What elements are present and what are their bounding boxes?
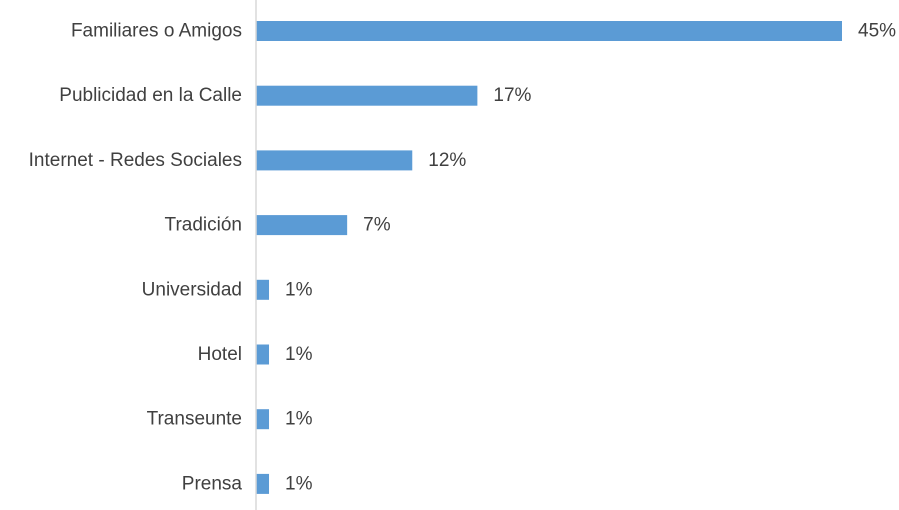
data-label: 12% bbox=[428, 150, 466, 171]
value-labels-group: 45% 17% 12% 7% 1% 1% 1% 1% bbox=[285, 21, 896, 495]
data-label: 1% bbox=[285, 279, 313, 300]
data-label: 7% bbox=[363, 215, 391, 236]
data-label: 1% bbox=[285, 473, 313, 494]
category-label: Publicidad en la Calle bbox=[59, 85, 242, 106]
bar bbox=[256, 473, 270, 494]
bars-group bbox=[256, 21, 842, 494]
bar bbox=[256, 85, 478, 106]
bar bbox=[256, 279, 270, 300]
category-labels-group: Familiares o Amigos Publicidad en la Call… bbox=[29, 21, 243, 495]
bar bbox=[256, 150, 413, 171]
category-label: Familiares o Amigos bbox=[71, 21, 242, 42]
category-label: Tradición bbox=[165, 215, 242, 236]
bar bbox=[256, 409, 270, 430]
data-label: 1% bbox=[285, 344, 313, 365]
category-label: Internet - Redes Sociales bbox=[29, 150, 242, 171]
bar bbox=[256, 215, 348, 236]
bar bbox=[256, 21, 842, 41]
category-label: Prensa bbox=[182, 473, 243, 494]
category-label: Universidad bbox=[142, 279, 242, 300]
data-label: 1% bbox=[285, 409, 313, 430]
category-label: Hotel bbox=[198, 344, 242, 365]
data-label: 45% bbox=[858, 21, 896, 42]
bar bbox=[256, 344, 270, 365]
data-label: 17% bbox=[493, 85, 531, 106]
category-label: Transeunte bbox=[147, 409, 242, 430]
